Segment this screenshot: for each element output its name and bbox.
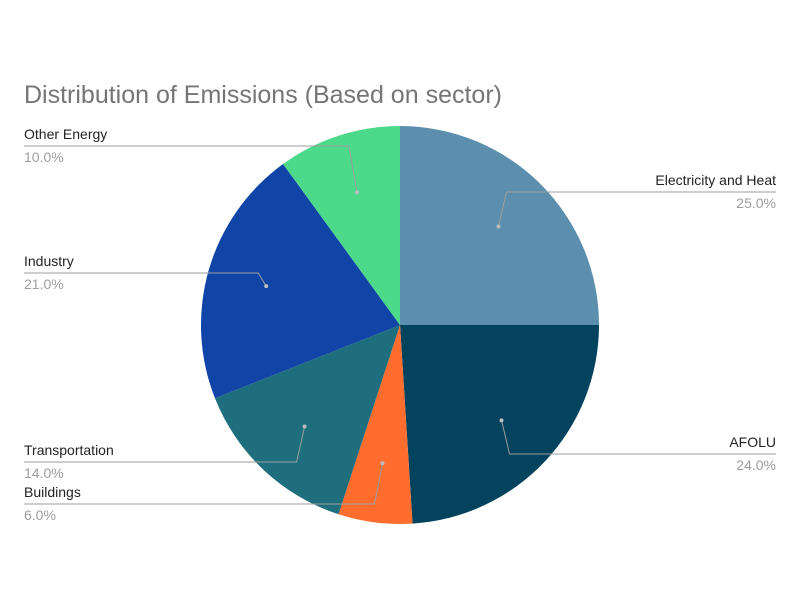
pie-slice-transportation[interactable]: [214, 325, 400, 515]
slice-label-transportation: Transportation: [24, 442, 114, 458]
leader-line-transportation: [24, 426, 306, 463]
slice-value-other-energy: 10.0%: [24, 149, 64, 165]
leader-dot-industry: [264, 284, 269, 289]
leader-line-electricity-and-heat: [498, 191, 776, 227]
chart-title: Distribution of Emissions (Based on sect…: [24, 81, 502, 109]
leader-line-buildings: [24, 463, 383, 505]
pie-slices: [200, 126, 599, 525]
slice-label-industry: Industry: [24, 253, 74, 269]
pie-slice-industry[interactable]: [200, 164, 400, 399]
slice-value-electricity-and-heat: 25.0%: [736, 195, 776, 211]
pie-labels: Electricity and Heat 25.0% AFOLU 24.0% Build…: [24, 126, 776, 523]
slice-label-afolu: AFOLU: [729, 434, 776, 450]
leader-dot-afolu: [499, 418, 504, 423]
pie-slice-afolu[interactable]: [400, 325, 599, 524]
slice-value-buildings: 6.0%: [24, 507, 56, 523]
slice-value-transportation: 14.0%: [24, 465, 64, 481]
leader-dot-electricity-and-heat: [496, 224, 501, 229]
slice-label-electricity-and-heat: Electricity and Heat: [655, 172, 776, 188]
leader-line-other-energy: [24, 145, 358, 193]
leader-line-afolu: [501, 420, 776, 455]
leader-dot-other-energy: [355, 190, 359, 195]
slice-label-other-energy: Other Energy: [24, 126, 107, 142]
pie-slice-buildings[interactable]: [338, 325, 413, 525]
slice-label-buildings: Buildings: [24, 484, 81, 500]
pie-slice-other-energy[interactable]: [283, 126, 400, 325]
slice-value-afolu: 24.0%: [736, 457, 776, 473]
leader-dot-transportation: [302, 424, 307, 429]
slice-value-industry: 21.0%: [24, 276, 64, 292]
leader-dot-buildings: [380, 461, 385, 466]
leader-line-industry: [24, 272, 267, 287]
